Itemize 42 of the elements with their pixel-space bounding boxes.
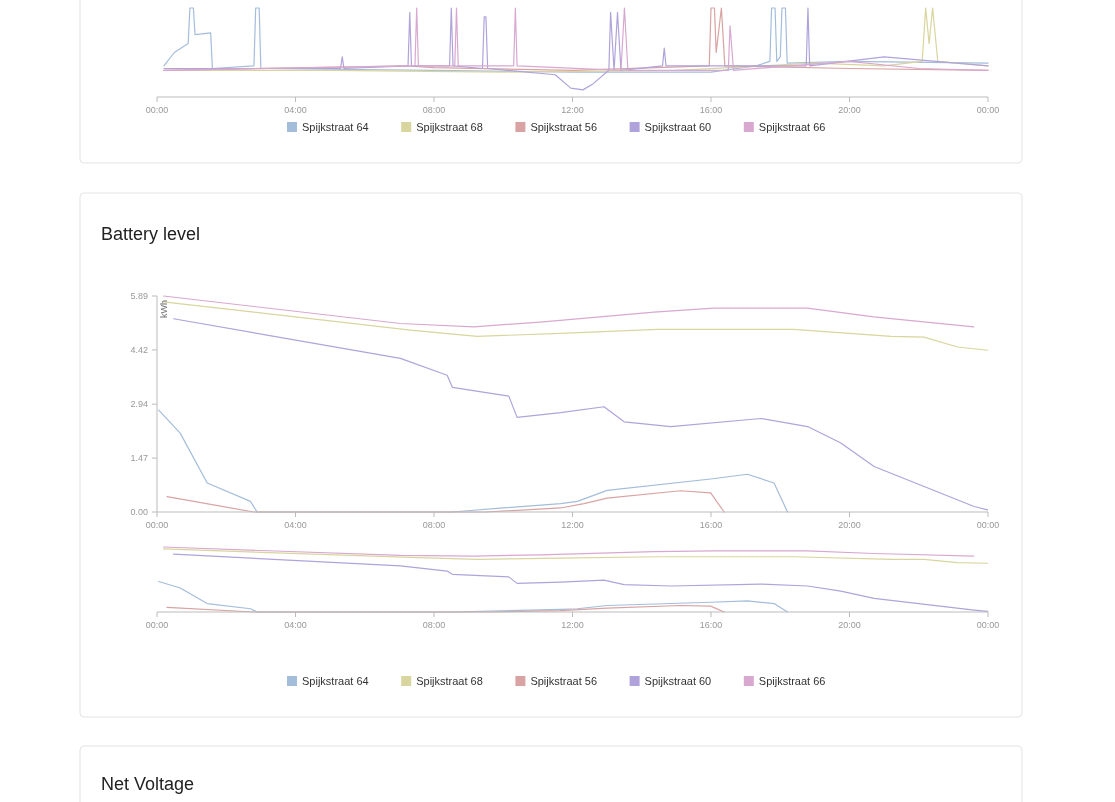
line-series — [162, 301, 989, 351]
x-tick-label: 08:00 — [422, 520, 446, 530]
x-tick-label: 12:00 — [561, 520, 584, 530]
x-tick-label: 16:00 — [699, 105, 723, 115]
y-tick-label: 1.47 — [130, 453, 148, 464]
x-tick-label: 00:00 — [145, 105, 169, 115]
legend-label: Spijkstraat 66 — [758, 675, 826, 687]
x-tick-label: 20:00 — [838, 520, 861, 530]
x-tick-label: 20:00 — [838, 105, 861, 115]
chart-title: Battery level — [101, 224, 201, 244]
x-tick-label: 20:00 — [838, 620, 861, 630]
legend-label: Spijkstraat 68 — [416, 675, 483, 687]
x-tick-label: 12:00 — [561, 620, 584, 630]
line-series — [162, 295, 975, 328]
x-tick-label: 12:00 — [561, 105, 584, 115]
x-tick-label: 00:00 — [145, 620, 169, 630]
x-tick-label: 00:00 — [976, 520, 1000, 530]
x-tick-label: 00:00 — [976, 105, 1000, 115]
y-axis-title: kWh — [159, 300, 169, 318]
text: Net Voltage — [101, 774, 195, 794]
legend-label: Spijkstraat 64 — [302, 675, 369, 687]
x-tick-label: 08:00 — [422, 105, 446, 115]
x-tick-label: 04:00 — [284, 520, 307, 530]
legend-label: Spijkstraat 66 — [758, 121, 826, 133]
y-tick-label: 2.94 — [130, 399, 148, 410]
x-tick-label: 00:00 — [145, 520, 169, 530]
legend-label: Spijkstraat 56 — [530, 121, 598, 133]
legend-label: Spijkstraat 68 — [416, 121, 483, 133]
legend-label: Spijkstraat 64 — [302, 121, 369, 133]
y-tick-label: 4.42 — [130, 344, 148, 355]
y-tick-label: 5.89 — [130, 291, 148, 301]
legend-label: Spijkstraat 56 — [530, 675, 598, 687]
legend-label: Spijkstraat 60 — [644, 675, 712, 687]
y-tick-label: 0.00 — [130, 507, 148, 517]
x-tick-label: 00:00 — [976, 620, 1000, 630]
x-tick-label: 16:00 — [699, 520, 723, 530]
legend-label: Spijkstraat 60 — [644, 121, 712, 133]
x-tick-label: 16:00 — [699, 620, 723, 630]
x-tick-label: 04:00 — [284, 620, 307, 630]
line-series — [173, 318, 989, 511]
x-tick-label: 04:00 — [284, 105, 307, 115]
x-tick-label: 08:00 — [422, 620, 446, 630]
